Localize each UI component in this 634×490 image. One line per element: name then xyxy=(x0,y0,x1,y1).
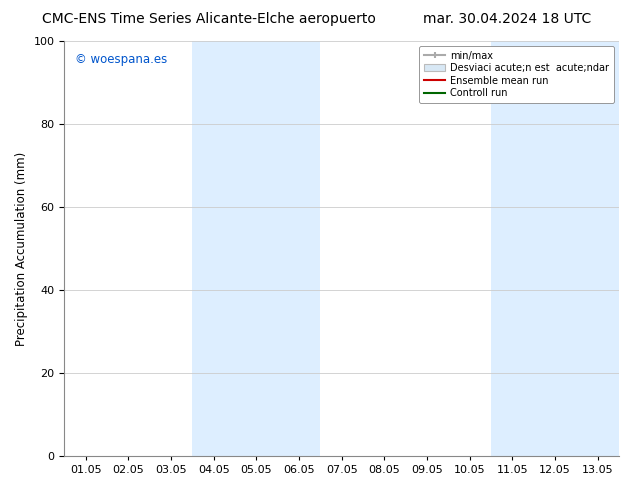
Bar xyxy=(192,41,320,456)
Text: © woespana.es: © woespana.es xyxy=(75,53,167,67)
Text: CMC-ENS Time Series Alicante-Elche aeropuerto: CMC-ENS Time Series Alicante-Elche aerop… xyxy=(42,12,376,26)
Bar xyxy=(491,41,619,456)
Text: mar. 30.04.2024 18 UTC: mar. 30.04.2024 18 UTC xyxy=(423,12,592,26)
Y-axis label: Precipitation Accumulation (mm): Precipitation Accumulation (mm) xyxy=(15,151,28,345)
Legend: min/max, Desviaci acute;n est  acute;ndar, Ensemble mean run, Controll run: min/max, Desviaci acute;n est acute;ndar… xyxy=(419,46,614,103)
